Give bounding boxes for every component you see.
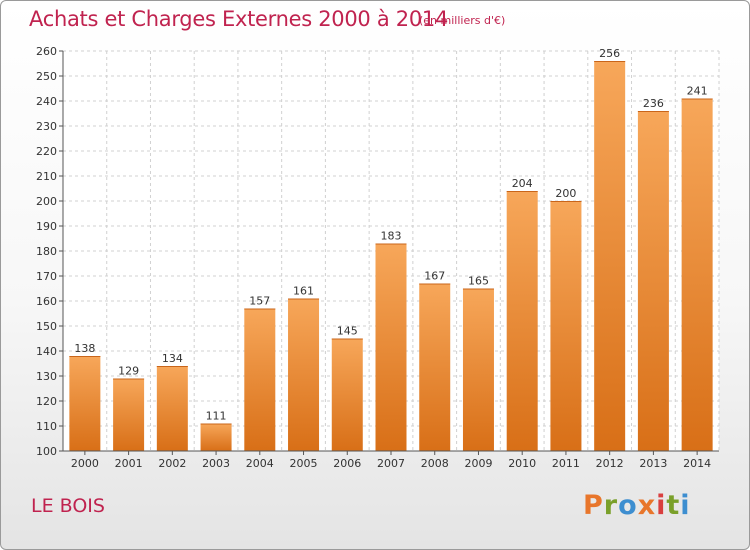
y-tick-label: 160	[36, 295, 57, 308]
y-tick-label: 170	[36, 270, 57, 283]
y-tick-label: 200	[36, 195, 57, 208]
logo-letter: o	[618, 490, 638, 521]
x-tick-label: 2014	[683, 457, 711, 470]
x-tick-label: 2007	[377, 457, 405, 470]
y-tick-label: 130	[36, 370, 57, 383]
y-tick-label: 210	[36, 170, 57, 183]
x-tick-label: 2013	[639, 457, 667, 470]
bar-2009	[462, 288, 494, 451]
data-label-2008: 167	[424, 270, 445, 283]
bar-2000	[69, 356, 101, 451]
y-tick-label: 250	[36, 70, 57, 83]
logo-letter: i	[680, 490, 691, 521]
logo-letter: x	[637, 490, 657, 521]
data-label-2002: 134	[162, 352, 183, 365]
logo-letter: t	[666, 490, 681, 521]
bar-2001	[113, 378, 145, 451]
y-tick-label: 230	[36, 120, 57, 133]
logo-letter: P	[583, 490, 604, 521]
y-tick-label: 180	[36, 245, 57, 258]
data-label-2001: 129	[118, 365, 139, 378]
x-tick-label: 2005	[290, 457, 318, 470]
y-tick-label: 220	[36, 145, 57, 158]
x-tick-label: 2009	[464, 457, 492, 470]
bar-2012	[594, 61, 626, 451]
data-label-2003: 111	[206, 410, 227, 423]
y-tick-label: 190	[36, 220, 57, 233]
bar-2004	[244, 308, 276, 451]
bar-2002	[156, 366, 188, 451]
data-label-2009: 165	[468, 275, 489, 288]
y-tick-label: 120	[36, 395, 57, 408]
logo-letter: r	[603, 490, 619, 521]
bar-2008	[419, 283, 451, 451]
y-tick-label: 140	[36, 345, 57, 358]
x-tick-label: 2010	[508, 457, 536, 470]
bar-2007	[375, 243, 407, 451]
bar-2010	[506, 191, 538, 451]
data-label-2012: 256	[599, 47, 620, 60]
data-label-2005: 161	[293, 285, 314, 298]
axes: 100 110 120 130 140 150 160 170 180 190 200 210 220 2…	[36, 45, 719, 470]
data-label-2006: 145	[337, 325, 358, 338]
x-tick-label: 2000	[71, 457, 99, 470]
x-tick-label: 2004	[246, 457, 274, 470]
data-label-2004: 157	[249, 295, 270, 308]
bar-2013	[637, 111, 669, 451]
bar-2014	[681, 98, 713, 451]
bar-2003	[200, 423, 232, 451]
y-tick-label: 240	[36, 95, 57, 108]
chart-subtitle: (en milliers d'€)	[419, 14, 506, 27]
bar-2005	[288, 298, 320, 451]
data-label-2000: 138	[74, 342, 95, 355]
y-tick-label: 150	[36, 320, 57, 333]
data-label-2014: 241	[687, 85, 708, 98]
data-label-2010: 204	[512, 177, 533, 190]
x-tick-label: 2003	[202, 457, 230, 470]
proxiti-logo: Proxiti	[583, 490, 691, 521]
y-tick-label: 110	[36, 420, 57, 433]
bars: 138 129 134 111 157 161 145 183 167 165 204 200 256 2…	[69, 47, 713, 451]
x-tick-label: 2008	[421, 457, 449, 470]
x-tick-label: 2011	[552, 457, 580, 470]
logo-letter: i	[656, 490, 667, 521]
x-tick-label: 2012	[596, 457, 624, 470]
commune-name: LE BOIS	[31, 495, 105, 517]
bar-2006	[331, 338, 363, 451]
x-tick-label: 2002	[158, 457, 186, 470]
y-tick-label: 100	[36, 445, 57, 458]
bar-2011	[550, 201, 582, 451]
y-tick-label: 260	[36, 45, 57, 58]
x-tick-label: 2006	[333, 457, 361, 470]
data-label-2007: 183	[381, 230, 402, 243]
x-tick-label: 2001	[115, 457, 143, 470]
data-label-2013: 236	[643, 97, 664, 110]
chart-title: Achats et Charges Externes 2000 à 2014	[29, 7, 449, 31]
data-label-2011: 200	[555, 187, 576, 200]
